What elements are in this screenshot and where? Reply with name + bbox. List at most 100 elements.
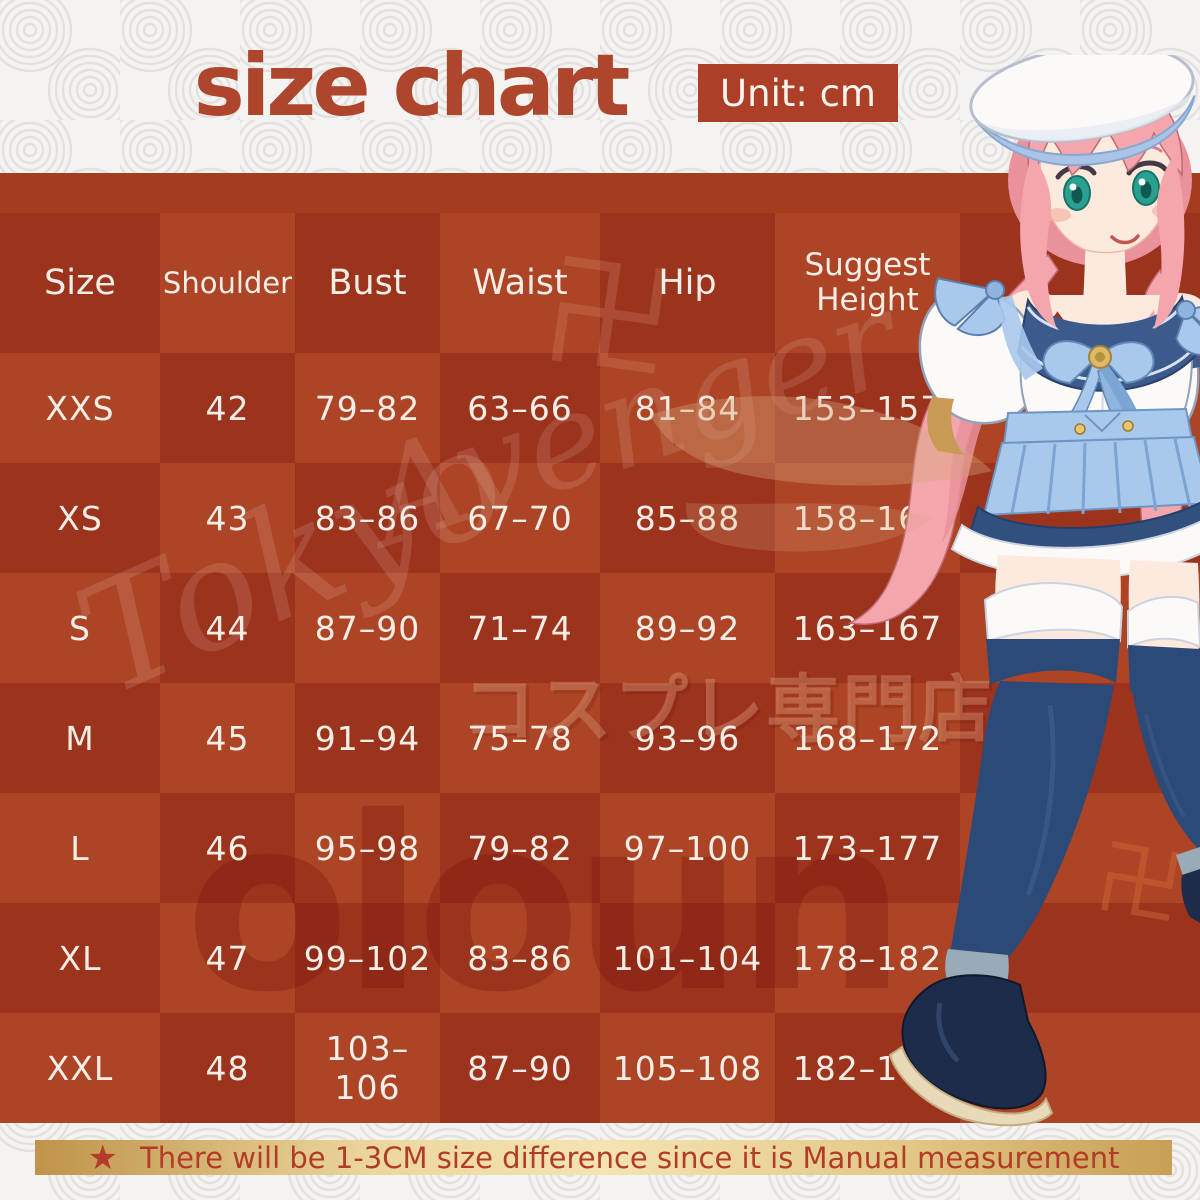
checker-cell (160, 903, 295, 1013)
table-cell: 67–70 (467, 498, 573, 538)
checker-cell (440, 573, 600, 683)
table-cell: 42 (205, 388, 250, 428)
table-cell: M (65, 718, 95, 758)
table-cell: S (69, 608, 91, 648)
checker-cell (160, 793, 295, 903)
checker-cell (960, 1013, 1200, 1123)
table-cell: 45 (205, 718, 250, 758)
table-cell: 97–100 (623, 828, 752, 868)
table-cell: XXL (46, 1048, 114, 1088)
table-cell: 182–186 (792, 1048, 943, 1088)
checker-cell (600, 573, 775, 683)
table-cell: XXS (45, 388, 115, 428)
checker-cell (600, 683, 775, 793)
size-table-panel: Tokyo Avenger 卍 卍 oloun コスプレ専門店 Size Sho… (0, 173, 1200, 1123)
table-cell: 163–167 (792, 608, 943, 648)
table-cell: 43 (205, 498, 250, 538)
table-cell: 95–98 (314, 828, 421, 868)
checker-cell (160, 683, 295, 793)
checker-cell (960, 353, 1200, 463)
checker-cell (600, 1013, 775, 1123)
checker-cell (440, 213, 600, 353)
table-cell: 89–92 (634, 608, 741, 648)
checker-cell (960, 213, 1200, 353)
table-cell: 79–82 (314, 388, 421, 428)
checker-cell (960, 683, 1200, 793)
column-header: Shoulder (162, 266, 293, 300)
checker-cell (440, 903, 600, 1013)
checker-cell (0, 903, 160, 1013)
table-cell: 83–86 (467, 938, 573, 978)
star-icon: ★ (87, 1137, 118, 1178)
checker-cell (440, 793, 600, 903)
table-cell: 63–66 (467, 388, 573, 428)
checker-cell (960, 793, 1200, 903)
checker-cell (295, 353, 440, 463)
table-cell: 87–90 (314, 608, 421, 648)
footer-note-text: There will be 1-3CM size difference sinc… (140, 1140, 1120, 1175)
checker-cell (295, 903, 440, 1013)
table-cell: 85–88 (634, 498, 741, 538)
column-header: Size (44, 263, 116, 303)
checker-cell (440, 353, 600, 463)
checker-cell (440, 463, 600, 573)
table-cell: 83–86 (314, 498, 421, 538)
checker-cell (600, 353, 775, 463)
table-cell: 173–177 (792, 828, 943, 868)
checker-cell (0, 353, 160, 463)
table-cell: 44 (205, 608, 250, 648)
column-header: Hip (658, 263, 717, 303)
checker-cell (160, 213, 295, 353)
unit-label: Unit: cm (720, 71, 876, 115)
table-cell: 91–94 (314, 718, 421, 758)
table-cell: 168–172 (792, 718, 943, 758)
column-header: Waist (472, 263, 568, 303)
checker-cell (295, 1013, 440, 1123)
checker-cell (0, 463, 160, 573)
table-cell: 81–84 (634, 388, 741, 428)
checker-cell (600, 903, 775, 1013)
checker-cell (440, 683, 600, 793)
checker-cell (0, 1013, 160, 1123)
table-cell: 178–182 (792, 938, 943, 978)
checker-cell (960, 903, 1200, 1013)
table-cell: XS (57, 498, 103, 538)
table-cell: 103–106 (325, 1029, 410, 1107)
table-cell: 46 (205, 828, 250, 868)
checker-cell (295, 213, 440, 353)
checker-cell (0, 213, 160, 353)
checker-cell (160, 573, 295, 683)
table-cell: 47 (205, 938, 250, 978)
table-cell: 101–104 (612, 938, 763, 978)
table-cell: 158–162 (792, 498, 943, 538)
checker-cell (775, 683, 960, 793)
checker-cell (775, 793, 960, 903)
table-cell: 87–90 (467, 1048, 573, 1088)
table-cell: 153–157 (792, 388, 943, 428)
checker-cell (295, 463, 440, 573)
checker-cell (960, 463, 1200, 573)
table-cell: 71–74 (467, 608, 573, 648)
checker-cell (160, 463, 295, 573)
table-cell: 75–78 (467, 718, 573, 758)
checker-cell (600, 213, 775, 353)
table-cell: L (70, 828, 90, 868)
checker-cell (960, 573, 1200, 683)
checker-cell (295, 683, 440, 793)
checker-cell (600, 793, 775, 903)
checker-cell (0, 683, 160, 793)
checker-cell (295, 573, 440, 683)
checker-cell (295, 793, 440, 903)
table-cell: 99–102 (303, 938, 432, 978)
footer-note-bar: ★ There will be 1-3CM size difference si… (35, 1140, 1172, 1175)
page-title: size chart (193, 36, 631, 136)
checker-cell (160, 1013, 295, 1123)
checker-cell (440, 1013, 600, 1123)
checker-cell (0, 573, 160, 683)
checker-cell (0, 793, 160, 903)
size-table: Size Shoulder Bust Waist Hip Suggest Hei… (0, 213, 960, 1123)
table-cell: 105–108 (612, 1048, 763, 1088)
table-cell: 93–96 (634, 718, 741, 758)
table-cell: 79–82 (467, 828, 573, 868)
